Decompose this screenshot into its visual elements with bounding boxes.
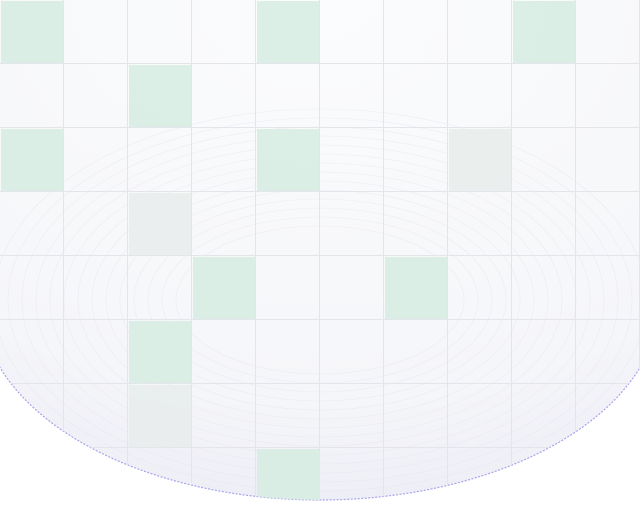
grid-cell-highlight [385, 257, 447, 319]
grid-cell-highlight [257, 449, 319, 500]
grid-cell-highlight [1, 1, 63, 63]
grid-cell-highlight [449, 129, 511, 191]
grid-cell-highlight [257, 129, 319, 191]
grid-cell-highlight [513, 1, 575, 63]
grid-cell-highlight [129, 65, 191, 127]
grid-cell-highlight [193, 257, 255, 319]
grid-cell-highlight [129, 385, 191, 447]
grid-cell-highlight [257, 1, 319, 63]
grid-cell-highlight [129, 193, 191, 255]
highlighted-cells [1, 1, 575, 500]
grid-cell-highlight [129, 321, 191, 383]
grid-cell-highlight [1, 129, 63, 191]
